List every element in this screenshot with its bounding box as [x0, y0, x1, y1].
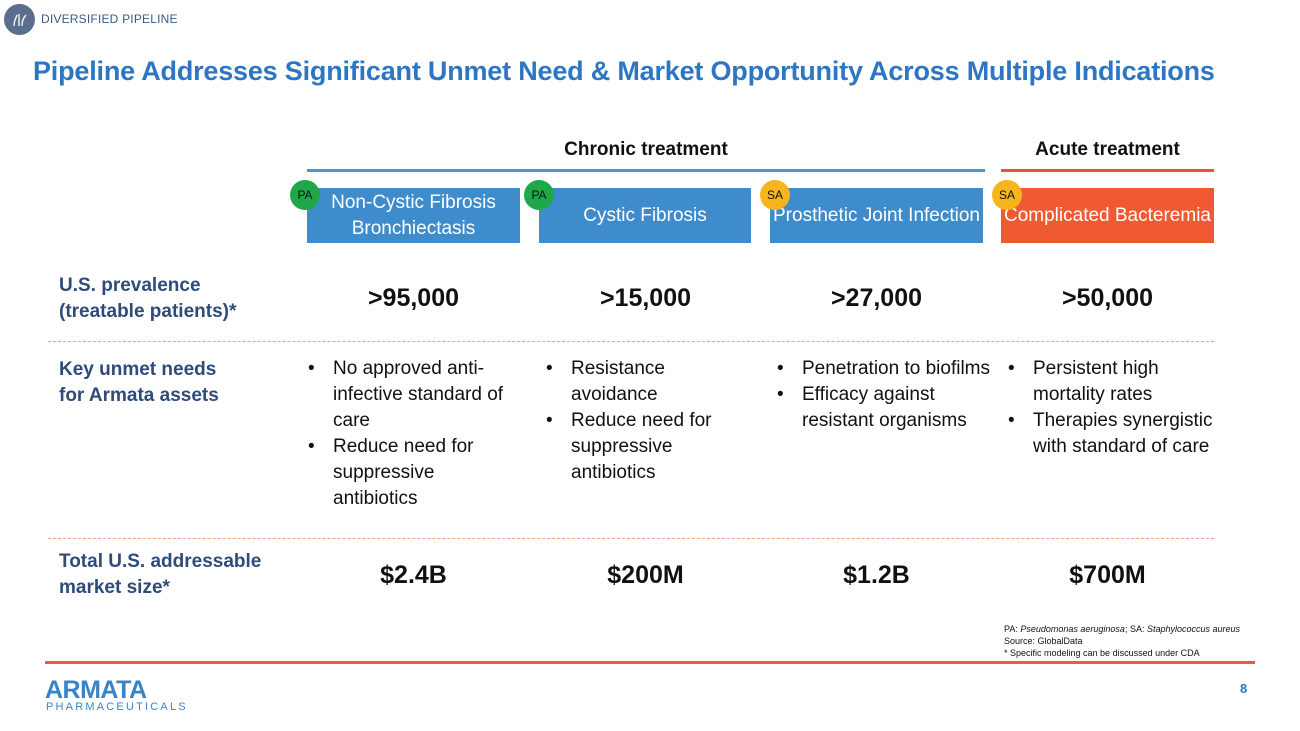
pathogen-badge-sa: SA: [760, 180, 790, 210]
acute-treatment-heading: Acute treatment: [1035, 139, 1180, 160]
list-item: Penetration to biofilms: [776, 356, 1001, 382]
pathogen-badge-pa: PA: [290, 180, 320, 210]
chronic-treatment-heading: Chronic treatment: [564, 139, 728, 160]
row-label-line: for Armata assets: [59, 385, 219, 406]
indication-label: Prosthetic Joint Infection: [773, 204, 980, 226]
footnote-part: Pseudomonas aeruginosa: [1020, 624, 1125, 634]
company-logo-icon: [4, 4, 35, 35]
unmet-needs-list: Penetration to biofilms Efficacy against…: [776, 356, 1001, 434]
acute-treatment-rule: [1001, 169, 1214, 172]
indication-box-bacteremia: Complicated Bacteremia: [1001, 188, 1214, 243]
market-size-row-label: Total U.S. addressable market size*: [59, 549, 299, 601]
prevalence-row-label: U.S. prevalence (treatable patients)*: [59, 273, 299, 325]
footer-rule: [45, 661, 1255, 664]
page-number: 8: [1240, 681, 1248, 696]
section-label: DIVERSIFIED PIPELINE: [41, 12, 178, 26]
list-item: Persistent high mortality rates: [1007, 356, 1217, 408]
footnote-part: ; SA:: [1124, 624, 1145, 634]
prevalence-value: >95,000: [367, 284, 460, 312]
footnote-modeling: * Specific modeling can be discussed und…: [1004, 648, 1200, 658]
prevalence-value: >15,000: [599, 284, 692, 312]
indication-label: Complicated Bacteremia: [1004, 204, 1211, 226]
footnote-part: PA:: [1004, 624, 1018, 634]
footnote-part: Staphylococcus aureus: [1146, 624, 1241, 634]
indication-box-cf: Cystic Fibrosis: [539, 188, 751, 243]
market-size-value: $1.2B: [843, 561, 910, 589]
market-size-value: $2.4B: [380, 561, 447, 589]
unmet-needs-list: No approved anti-infective standard of c…: [307, 356, 517, 512]
pathogen-badge-pa: PA: [524, 180, 554, 210]
row-label-line: U.S. prevalence: [59, 275, 201, 296]
list-item: Reduce need for suppressive antibiotics: [545, 408, 755, 486]
row-label-line: (treatable patients)*: [59, 301, 237, 322]
market-size-value: $200M: [607, 561, 684, 589]
list-item: Resistance avoidance: [545, 356, 755, 408]
market-size-value: $700M: [1069, 561, 1146, 589]
list-item: Reduce need for suppressive antibiotics: [307, 434, 517, 512]
row-label-line: Total U.S. addressable: [59, 551, 262, 572]
page-title: Pipeline Addresses Significant Unmet Nee…: [33, 56, 1215, 86]
prevalence-value: >27,000: [830, 284, 923, 312]
unmet-needs-list: Persistent high mortality rates Therapie…: [1007, 356, 1217, 460]
pipeline-glyph-icon: [12, 13, 26, 26]
chronic-treatment-rule: [307, 169, 985, 172]
indication-box-ncfb: Non-Cystic Fibrosis Bronchiectasis: [307, 188, 520, 243]
footnote-source: Source: GlobalData: [1004, 636, 1083, 646]
unmet-needs-list: Resistance avoidance Reduce need for sup…: [545, 356, 755, 486]
pathogen-badge-sa: SA: [992, 180, 1022, 210]
indication-box-pji: Prosthetic Joint Infection: [770, 188, 983, 243]
row-divider: [48, 538, 1214, 539]
unmet-needs-row-label: Key unmet needs for Armata assets: [59, 357, 299, 409]
list-item: No approved anti-infective standard of c…: [307, 356, 517, 434]
indication-label: Cystic Fibrosis: [583, 204, 707, 226]
footnote-abbreviations: PA: Pseudomonas aeruginosa; SA: Staphylo…: [1004, 623, 1240, 635]
row-divider: [48, 341, 1214, 342]
indication-label: Non-Cystic Fibrosis Bronchiectasis: [331, 191, 496, 239]
brand-logo-subtitle: PHARMACEUTICALS: [46, 701, 188, 713]
list-item: Efficacy against resistant organisms: [776, 382, 1001, 434]
list-item: Therapies synergistic with standard of c…: [1007, 408, 1217, 460]
prevalence-value: >50,000: [1061, 284, 1154, 312]
brand-logo-name: ARMATA: [45, 676, 147, 704]
row-label-line: Key unmet needs: [59, 359, 217, 380]
row-label-line: market size*: [59, 577, 170, 598]
